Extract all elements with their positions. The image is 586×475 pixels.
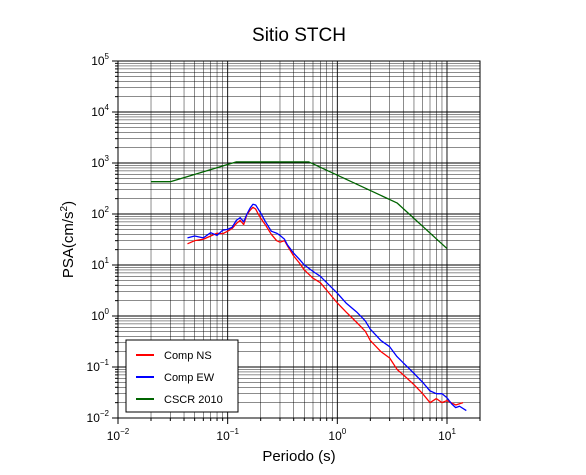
legend: Comp NS Comp EW CSCR 2010 [125, 339, 239, 413]
legend-label-1: Comp NS [164, 350, 212, 362]
series-line-3 [151, 161, 448, 250]
legend-label-3: CSCR 2010 [164, 394, 223, 406]
y-axis-label-main: PSA(cm/s [60, 211, 77, 278]
x-tick-label: 101 [438, 427, 456, 443]
y-tick-label: 10−2 [87, 409, 110, 425]
series-line-2 [187, 203, 467, 412]
y-axis-label-superscript: 2 [59, 205, 70, 211]
y-tick-label: 104 [91, 103, 109, 119]
y-tick-label: 10−1 [87, 358, 110, 374]
x-tick-label: 10−1 [216, 427, 239, 443]
y-tick-label: 105 [91, 52, 109, 68]
x-tick-label: 10−2 [107, 427, 130, 443]
y-tick-label: 103 [91, 154, 109, 170]
legend-items: Comp NS Comp EW CSCR 2010 [136, 350, 223, 406]
legend-label-2: Comp EW [164, 372, 215, 384]
tick-labels: 10−2 10−1 100 101 10−2 10−1 100 101 102 103 104 105 [87, 52, 457, 443]
series-lines [151, 161, 467, 412]
tick-marks [112, 60, 481, 424]
y-tick-label: 101 [91, 256, 109, 272]
y-axis-label: PSA(cm/s2) [59, 201, 77, 278]
series-line-1 [187, 206, 464, 406]
x-tick-label: 100 [328, 427, 346, 443]
chart-title: Sitio STCH [252, 25, 346, 46]
y-tick-label: 102 [91, 205, 109, 221]
y-tick-label: 100 [91, 307, 109, 323]
y-axis-label-close: ) [60, 201, 77, 206]
x-axis-label: Periodo (s) [262, 448, 335, 465]
plot-frame [117, 60, 481, 419]
grid-lines [117, 60, 481, 419]
